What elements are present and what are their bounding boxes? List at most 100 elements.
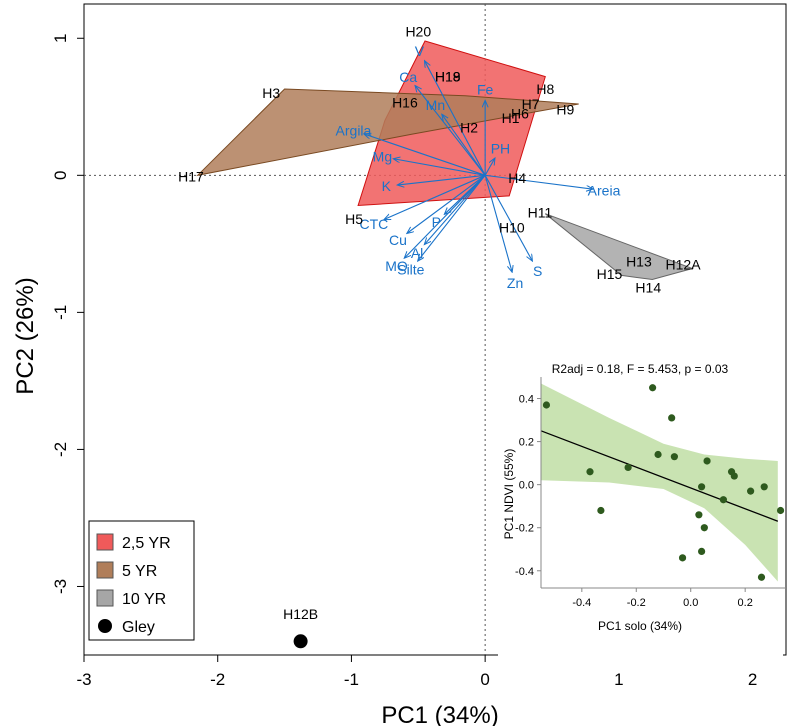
sample-label-h15: H15 xyxy=(597,266,623,282)
inset-regression-chart: R2adj = 0.18, F = 5.453, p = 0.03 -0.4 -0… xyxy=(498,345,786,670)
legend-marker-gley xyxy=(98,619,112,633)
loading-arrow-k xyxy=(398,174,486,185)
x-tick-label: 0 xyxy=(480,670,489,689)
legend-swatch-10yr xyxy=(96,589,114,607)
inset-y-tick-label: -0.2 xyxy=(515,523,534,535)
loading-label-mn: Mn xyxy=(426,97,445,113)
plot-frame xyxy=(83,3,787,656)
legend-swatch-5yr xyxy=(96,561,114,579)
inset-point xyxy=(670,453,678,461)
sample-label-h12b: H12B xyxy=(283,606,318,622)
loading-label-zn: Zn xyxy=(507,275,523,291)
loading-label-al: Al xyxy=(411,245,423,261)
loading-arrow-s xyxy=(484,175,532,260)
inset-point xyxy=(703,457,711,465)
inset-point xyxy=(542,401,551,409)
inset-y-tick-label: 0.2 xyxy=(519,437,534,449)
y-tick-label: -1 xyxy=(51,305,70,320)
loading-label-cu: Cu xyxy=(389,232,407,248)
inset-point xyxy=(624,463,632,472)
loading-label-mg: Mg xyxy=(373,149,392,165)
x-tick-label: 2 xyxy=(748,670,757,689)
inset-y-axis-label: PC1 NDVI (55%) xyxy=(502,449,516,540)
loading-arrow-ctc xyxy=(385,174,486,219)
sample-label-h12a: H12A xyxy=(666,256,702,272)
inset-point xyxy=(757,573,766,581)
y-tick-label: 1 xyxy=(51,34,70,43)
inset-regression-line xyxy=(540,430,779,522)
inset-y-tick-label: -0.4 xyxy=(515,566,534,578)
legend-label-25yr: 2,5 YR xyxy=(122,535,171,552)
loading-arrow-areia xyxy=(485,174,592,189)
inset-confidence-band xyxy=(541,383,778,582)
loading-arrow-v xyxy=(425,62,486,176)
inset-point xyxy=(695,511,703,519)
loading-arrow-ca xyxy=(416,86,486,176)
legend-label-10yr: 10 YR xyxy=(122,591,166,608)
inset-title: R2adj = 0.18, F = 5.453, p = 0.03 xyxy=(552,362,729,376)
group-hull-5-yr xyxy=(196,88,579,177)
sample-label-h9: H9 xyxy=(556,102,574,118)
inset-y-tick-label: 0.4 xyxy=(519,394,534,406)
inset-point xyxy=(698,547,706,555)
x-tick-label: 1 xyxy=(614,670,623,689)
inset-x-tick-label: 0.2 xyxy=(738,597,753,609)
sample-label-h18: H18 xyxy=(435,69,461,85)
loading-arrow-mo xyxy=(405,174,486,257)
x-tick-label: -1 xyxy=(344,670,359,689)
inset-point xyxy=(649,384,657,392)
y-tick-label: -3 xyxy=(51,579,70,594)
loading-label-ph: PH xyxy=(491,140,510,156)
inset-x-tick-label: 0.0 xyxy=(683,597,698,609)
loading-label-ctc: CTC xyxy=(359,216,388,232)
inset-point xyxy=(597,506,605,515)
loading-label-fe: Fe xyxy=(477,81,494,97)
y-tick-label: 0 xyxy=(51,171,70,180)
loading-arrow-al xyxy=(425,174,486,244)
loading-arrow-argila xyxy=(365,134,486,176)
inset-point xyxy=(719,496,727,504)
sample-label-h6: H6 xyxy=(511,106,529,122)
inset-point xyxy=(700,524,708,532)
loading-label-mo: MO xyxy=(385,258,408,274)
inset-point xyxy=(730,472,738,480)
sample-label-h19: H19 xyxy=(435,69,461,85)
loading-arrow-zn xyxy=(484,175,512,271)
legend-label-gley: Gley xyxy=(122,619,155,636)
loading-label-areia: Areia xyxy=(588,183,621,199)
x-tick-label: -3 xyxy=(76,670,91,689)
loading-arrow-cu xyxy=(408,174,486,233)
inset-point xyxy=(776,506,785,515)
inset-x-tick-label: -0.4 xyxy=(572,597,591,609)
loading-arrow-silte xyxy=(418,174,486,260)
inset-point xyxy=(760,483,768,491)
loading-label-k: K xyxy=(382,178,392,194)
inset-x-axis-label: PC1 solo (34%) xyxy=(598,619,682,633)
legend-swatch-25yr xyxy=(96,533,114,551)
loading-label-silte: Silte xyxy=(397,262,424,278)
sample-label-h7: H7 xyxy=(522,96,540,112)
sample-label-h8: H8 xyxy=(536,81,554,97)
inset-point xyxy=(668,414,676,422)
inset-point xyxy=(586,468,594,476)
legend: 2,5 YR 5 YR 10 YR Gley xyxy=(88,520,195,641)
sample-label-h17: H17 xyxy=(178,169,204,185)
sample-label-h13: H13 xyxy=(626,254,652,270)
sample-label-h20: H20 xyxy=(405,23,431,39)
loading-label-argila: Argila xyxy=(336,122,372,138)
loading-arrow-ph xyxy=(484,159,494,176)
loading-arrow-mn xyxy=(442,115,486,176)
sample-label-h5: H5 xyxy=(345,211,363,227)
loading-label-ca: Ca xyxy=(399,69,417,85)
group-point-gley xyxy=(293,634,308,649)
sample-label-h3: H3 xyxy=(262,85,280,101)
legend-label-5yr: 5 YR xyxy=(122,563,157,580)
sample-label-h16: H16 xyxy=(392,95,418,111)
sample-label-h10: H10 xyxy=(499,219,525,235)
group-hull-10-yr xyxy=(544,213,695,281)
inset-point xyxy=(698,483,706,491)
x-axis-label: PC1 (34%) xyxy=(381,702,498,726)
inset-point xyxy=(678,554,687,562)
loading-label-p: P xyxy=(432,214,441,230)
